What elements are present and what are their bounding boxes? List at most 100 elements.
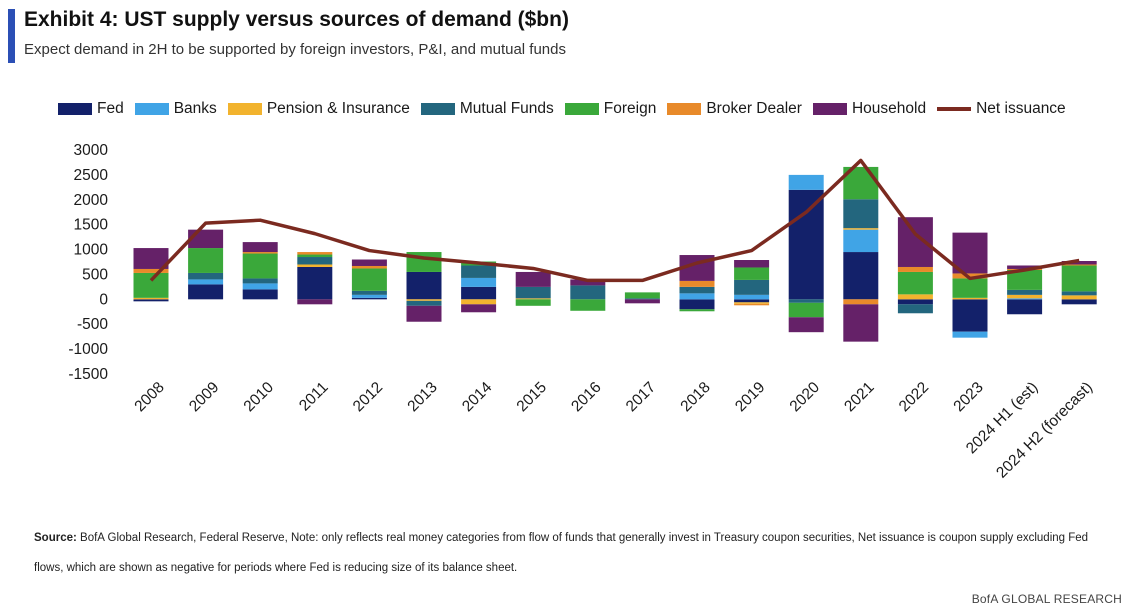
x-tick-label: 2019 — [732, 379, 768, 415]
y-tick-label: -500 — [77, 316, 108, 333]
bar-segment — [1007, 298, 1043, 300]
y-tick-label: 3000 — [74, 142, 109, 159]
bar-segment — [351, 259, 387, 266]
bar-segment — [1061, 299, 1097, 305]
bar-segment — [1007, 265, 1043, 269]
bar-segment — [297, 266, 333, 300]
title-accent-bar — [8, 9, 15, 63]
bar-segment — [1061, 261, 1097, 265]
bar-segment — [297, 254, 333, 258]
bar-segment — [624, 299, 660, 304]
bar-segment — [734, 260, 770, 268]
chart-subtitle: Expect demand in 2H to be supported by f… — [24, 41, 566, 58]
y-tick-label: 2500 — [74, 167, 109, 184]
x-tick-label: 2012 — [350, 379, 386, 415]
bar-segment — [1061, 291, 1097, 296]
y-tick-label: -1500 — [68, 366, 108, 383]
x-tick-label: 2010 — [241, 379, 278, 416]
legend-label: Household — [851, 100, 927, 117]
bar-segment — [897, 271, 933, 295]
legend-swatch — [58, 103, 92, 115]
bar-segment — [188, 229, 224, 249]
bar-segment — [570, 279, 606, 286]
bar-segment — [952, 299, 988, 332]
bar-segment — [133, 299, 169, 302]
legend-label: Fed — [97, 100, 124, 117]
bar-segment — [242, 242, 278, 253]
bar-segment — [406, 300, 442, 306]
bar-segment — [297, 252, 333, 255]
bar-segment — [734, 267, 770, 280]
net-issuance-line — [149, 158, 1080, 283]
bar-segment — [351, 297, 387, 300]
bar-segment — [679, 286, 715, 294]
x-tick-label: 2013 — [404, 379, 440, 415]
bar-segment — [734, 299, 770, 303]
bar-segment — [188, 284, 224, 300]
bar-segment — [570, 285, 606, 300]
bar-segment — [843, 199, 879, 229]
legend-swatch — [667, 103, 702, 115]
source-label: Source: — [34, 532, 77, 544]
bar-segment — [406, 299, 442, 301]
bar-segment — [242, 252, 278, 254]
bar-segment — [1007, 289, 1043, 295]
bar-segment — [461, 286, 497, 300]
bar-segment — [515, 271, 551, 287]
legend-item: Pension & Insurance — [227, 100, 410, 118]
bar-segment — [679, 293, 715, 300]
bar-segment — [952, 232, 988, 274]
legend-item: Fed — [58, 100, 124, 118]
bar-segment — [952, 331, 988, 338]
legend-label: Broker Dealer — [706, 100, 802, 117]
bar-segment — [1061, 264, 1097, 266]
legend-item: Household — [812, 100, 927, 118]
bar-segment — [461, 277, 497, 287]
x-tick-label: 2024 H2 (forecast) — [993, 379, 1096, 482]
bar-segment — [843, 299, 879, 305]
legend-swatch — [134, 103, 169, 115]
bar-segment — [297, 257, 333, 265]
bar-segment — [133, 297, 169, 300]
x-tick-label: 2020 — [787, 379, 824, 416]
bar-segment — [515, 286, 551, 299]
bar-segment — [1061, 265, 1097, 292]
legend-label: Net issuance — [976, 100, 1066, 117]
bar-segment — [624, 292, 660, 299]
legend-swatch — [227, 103, 262, 115]
bar-segment — [843, 228, 879, 230]
x-tick-label: 2022 — [896, 379, 932, 415]
bar-segment — [734, 294, 770, 300]
legend-item: Net issuance — [937, 100, 1066, 118]
x-tick-label: 2015 — [514, 379, 550, 415]
bar-segment — [897, 299, 933, 305]
bar-segment — [843, 304, 879, 342]
bar-segment — [679, 280, 715, 287]
bar-segment — [406, 271, 442, 300]
bar-segment — [843, 252, 879, 300]
y-tick-label: 1000 — [74, 242, 109, 259]
chart-title: Exhibit 4: UST supply versus sources of … — [24, 8, 569, 31]
bar-segment — [297, 264, 333, 267]
y-tick-label: 2000 — [74, 192, 109, 209]
y-tick-label: -1000 — [68, 341, 108, 358]
legend-item: Mutual Funds — [420, 100, 554, 118]
bar-segment — [188, 248, 224, 273]
bar-segment — [242, 278, 278, 284]
bar-segment — [734, 302, 770, 304]
bar-segment — [242, 253, 278, 279]
bar-segment — [461, 299, 497, 305]
legend-item: Broker Dealer — [667, 100, 802, 118]
bar-series — [133, 166, 1097, 342]
x-tick-label: 2023 — [950, 379, 986, 415]
x-tick-label: 2017 — [623, 379, 659, 415]
bar-segment — [351, 265, 387, 269]
source-text: BofA Global Research, Federal Reserve, N… — [34, 532, 1089, 574]
y-axis-labels: 3000 2500 2000 1500 1000 500 0 -500 -1000 -1500 — [68, 142, 108, 383]
legend-label: Foreign — [603, 100, 657, 117]
bar-segment — [242, 283, 278, 290]
x-tick-label: 2016 — [568, 379, 604, 415]
bar-segment — [679, 299, 715, 310]
bar-segment — [515, 299, 551, 306]
bar-segment — [788, 317, 824, 333]
